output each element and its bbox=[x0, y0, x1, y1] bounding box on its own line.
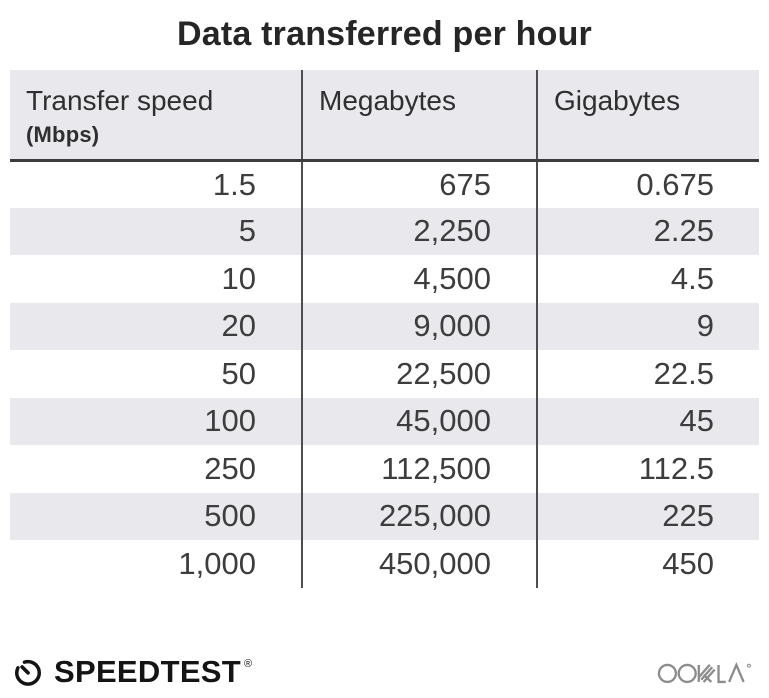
ookla-wordmark-icon bbox=[657, 661, 751, 684]
table-cell-transfer-speed-mbps: 20 bbox=[10, 302, 303, 350]
table-cell-megabytes: 9,000 bbox=[302, 302, 538, 350]
table-row: 100 45,000 45 bbox=[10, 397, 759, 445]
table-cell-gigabytes: 45 bbox=[537, 397, 759, 445]
table-cell-megabytes: 112,500 bbox=[302, 445, 538, 493]
table-row: 250 112,500 112.5 bbox=[10, 445, 759, 493]
table-cell-megabytes: 2,250 bbox=[302, 207, 538, 255]
table-cell-gigabytes: 112.5 bbox=[537, 445, 759, 493]
table-cell-megabytes: 22,500 bbox=[302, 350, 538, 398]
registered-trademark-icon: ® bbox=[244, 658, 253, 670]
table-row: 1,000 450,000 450 bbox=[10, 540, 759, 588]
table-cell-gigabytes: 9 bbox=[537, 302, 759, 350]
table-cell-gigabytes: 4.5 bbox=[537, 255, 759, 303]
column-header-label: Megabytes bbox=[319, 85, 456, 116]
table-cell-transfer-speed-mbps: 500 bbox=[10, 492, 303, 540]
table-cell-transfer-speed-mbps: 1,000 bbox=[10, 540, 303, 588]
table-cell-gigabytes: 450 bbox=[537, 540, 759, 588]
table-cell-megabytes: 450,000 bbox=[302, 540, 538, 588]
table-cell-gigabytes: 2.25 bbox=[537, 207, 759, 255]
column-header-label: Gigabytes bbox=[554, 85, 681, 116]
column-header-sublabel-mbps: (Mbps) bbox=[26, 122, 100, 147]
table-row: 10 4,500 4.5 bbox=[10, 255, 759, 303]
page-title: Data transferred per hour bbox=[177, 15, 592, 53]
speedtest-logo: SPEEDTEST ® bbox=[13, 656, 252, 687]
table-cell-megabytes: 225,000 bbox=[302, 492, 538, 540]
column-header-transfer-speed: Transfer speed (Mbps) bbox=[10, 70, 303, 162]
table-cell-gigabytes: 225 bbox=[537, 492, 759, 540]
table-row: 500 225,000 225 bbox=[10, 492, 759, 540]
speedtest-gauge-icon bbox=[15, 659, 41, 686]
table-cell-megabytes: 675 bbox=[302, 160, 538, 208]
column-header-label: Transfer speed bbox=[26, 85, 214, 116]
table-row: 1.5 675 0.675 bbox=[10, 160, 759, 208]
table-header-row: Transfer speed (Mbps) Megabytes Gigabyte… bbox=[10, 70, 759, 162]
table-row: 50 22,500 22.5 bbox=[10, 350, 759, 398]
table-cell-gigabytes: 0.675 bbox=[537, 160, 759, 208]
table-row: 5 2,250 2.25 bbox=[10, 207, 759, 255]
table-cell-transfer-speed-mbps: 1.5 bbox=[10, 160, 303, 208]
table-cell-transfer-speed-mbps: 50 bbox=[10, 350, 303, 398]
column-header-gigabytes: Gigabytes bbox=[537, 70, 759, 162]
table-cell-transfer-speed-mbps: 10 bbox=[10, 255, 303, 303]
table-cell-transfer-speed-mbps: 100 bbox=[10, 397, 303, 445]
table-cell-gigabytes: 22.5 bbox=[537, 350, 759, 398]
data-table: Transfer speed (Mbps) Megabytes Gigabyte… bbox=[10, 70, 759, 588]
table-cell-transfer-speed-mbps: 250 bbox=[10, 445, 303, 493]
table-cell-megabytes: 4,500 bbox=[302, 255, 538, 303]
table-row: 20 9,000 9 bbox=[10, 302, 759, 350]
ookla-logo bbox=[657, 658, 755, 685]
speedtest-wordmark: SPEEDTEST bbox=[54, 654, 242, 689]
table-cell-megabytes: 45,000 bbox=[302, 397, 538, 445]
table-cell-transfer-speed-mbps: 5 bbox=[10, 207, 303, 255]
column-header-megabytes: Megabytes bbox=[302, 70, 538, 162]
